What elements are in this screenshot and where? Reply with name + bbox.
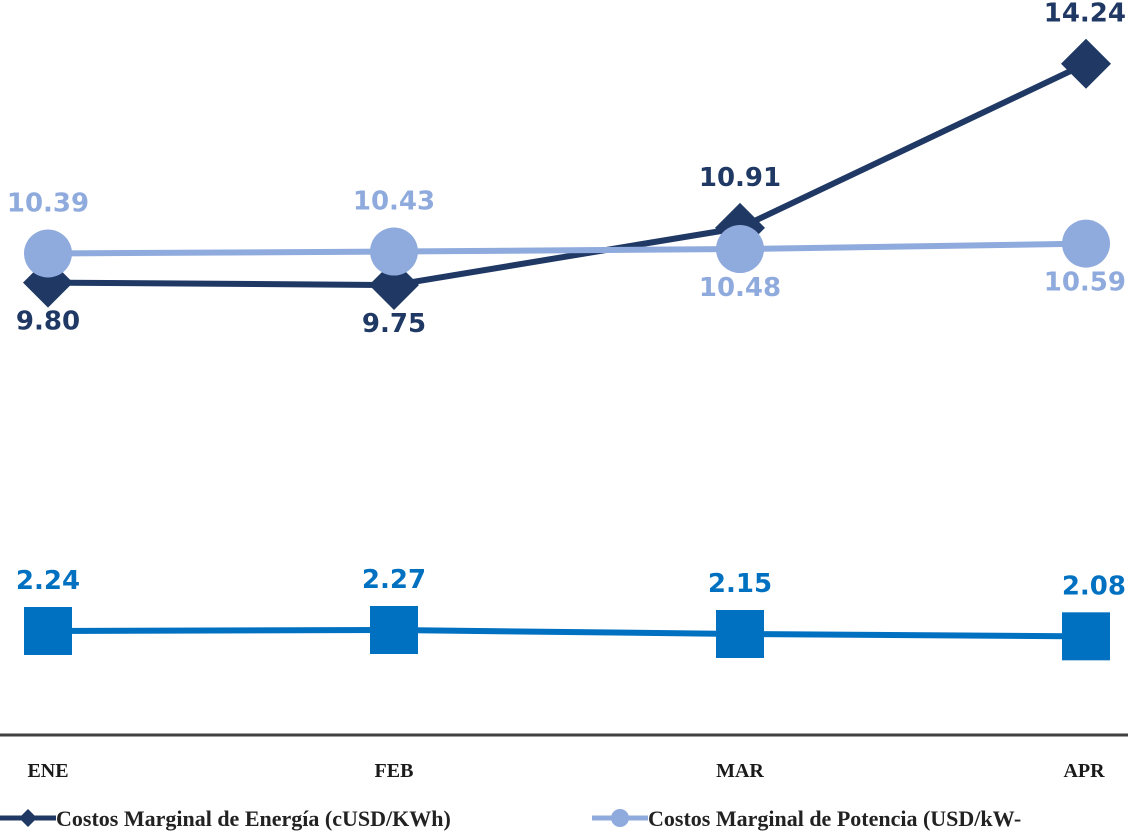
series-3-point xyxy=(24,606,72,655)
series-line-1 xyxy=(47,60,1088,289)
x-tick-label: ENE xyxy=(27,760,68,782)
data-label: 10.48 xyxy=(699,273,781,303)
data-label: 10.43 xyxy=(353,187,435,217)
data-labels: 9.80 9.75 10.91 14.24 10.39 10.43 10.48 10.59 2.… xyxy=(7,0,1126,601)
data-label: 2.27 xyxy=(362,565,426,595)
series-2-point xyxy=(1062,219,1110,268)
data-label: 10.59 xyxy=(1044,268,1126,298)
series-1-point xyxy=(369,260,419,311)
x-tick-label: APR xyxy=(1063,760,1105,782)
data-label: 2.24 xyxy=(16,566,80,596)
series-line-3 xyxy=(47,627,1087,640)
series-2-point xyxy=(370,227,418,276)
data-label: 10.91 xyxy=(699,163,781,193)
legend-circle-icon xyxy=(611,809,629,827)
legend-item: Costos Marginal de Potencia (USD/kW- xyxy=(592,806,1021,831)
data-label: 9.75 xyxy=(362,309,426,339)
series-2-point xyxy=(24,229,72,278)
x-tick-label: MAR xyxy=(716,760,764,782)
data-label: 2.15 xyxy=(708,569,772,599)
data-label: 10.39 xyxy=(7,188,89,218)
legend-label: Costos Marginal de Energía (cUSD/KWh) xyxy=(56,806,451,831)
series-line-2 xyxy=(47,240,1087,257)
series-3-point xyxy=(716,609,764,658)
series-2-point xyxy=(716,225,764,274)
legend-diamond-icon xyxy=(19,809,37,827)
x-tick-label: FEB xyxy=(375,760,414,782)
legend-label: Costos Marginal de Potencia (USD/kW- xyxy=(648,806,1021,831)
data-label: 2.08 xyxy=(1062,571,1126,601)
series-1-point xyxy=(1061,38,1111,89)
series-layer xyxy=(23,38,1111,661)
data-label: 14.24 xyxy=(1044,0,1126,29)
data-label: 9.80 xyxy=(16,307,80,337)
x-axis-ticks: ENE FEB MAR APR xyxy=(27,760,1105,782)
legend: Costos Marginal de Energía (cUSD/KWh) Cos… xyxy=(0,806,1021,831)
series-3-point xyxy=(1062,612,1110,661)
series-3-point xyxy=(370,606,418,654)
legend-item: Costos Marginal de Energía (cUSD/KWh) xyxy=(0,806,451,831)
